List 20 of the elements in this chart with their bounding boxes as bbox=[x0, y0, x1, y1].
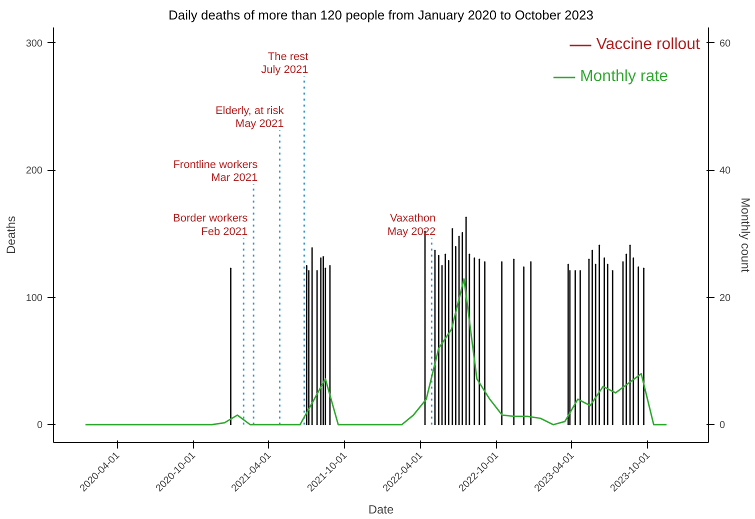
ref-line-label: Vaxathon May 2022 bbox=[387, 212, 436, 238]
y2-axis-title: Monthly count bbox=[738, 198, 753, 274]
legend-label: Monthly rate bbox=[580, 68, 668, 86]
y-tick-label: 100 bbox=[26, 292, 43, 304]
y-axis-title: Deaths bbox=[4, 216, 18, 254]
y2-tick-label: 20 bbox=[720, 292, 732, 304]
y-tick-label: 300 bbox=[26, 38, 43, 50]
y-tick-label: 200 bbox=[26, 166, 43, 177]
line-series bbox=[84, 278, 668, 426]
y2-tick-label: 0 bbox=[720, 420, 726, 432]
y2-tick-label: 40 bbox=[720, 166, 732, 177]
ref-line-label: Frontline workers Mar 2021 bbox=[173, 158, 258, 184]
annotation: Vaccine rollout bbox=[596, 36, 700, 54]
x-axis-title: Date bbox=[368, 502, 394, 517]
ref-line-label: Elderly, at risk May 2021 bbox=[215, 104, 284, 130]
ref-line-label: The rest July 2021 bbox=[261, 50, 308, 76]
y-tick-label: 0 bbox=[36, 420, 43, 432]
chart-title: Daily deaths of more than 120 people from January 2020 to October 2023 bbox=[168, 8, 594, 22]
y2-tick-label: 60 bbox=[720, 38, 732, 50]
ref-line-label: Border workers Feb 2021 bbox=[173, 212, 248, 238]
